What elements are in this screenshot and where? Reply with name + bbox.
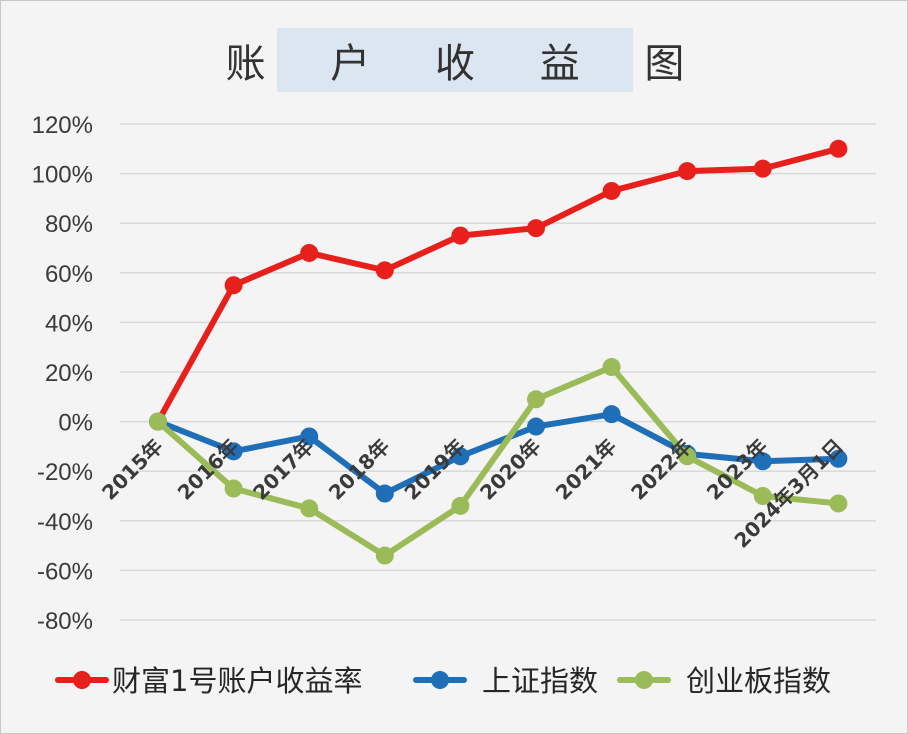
chart-title: 账 户 收 益 图 bbox=[225, 41, 711, 87]
series-3-point bbox=[149, 412, 167, 431]
series-1-point bbox=[375, 261, 394, 280]
legend-label: 财富1号账户收益率 bbox=[112, 664, 362, 698]
series-3-point bbox=[451, 496, 470, 515]
legend: 财富1号账户收益率 上证指数 创业板指数 bbox=[55, 664, 831, 698]
legend-swatch-marker bbox=[635, 671, 653, 689]
series-2-point bbox=[375, 484, 394, 503]
legend-swatch-marker bbox=[73, 671, 91, 689]
chart-title-box: 账 户 收 益 图 bbox=[226, 28, 684, 92]
series-2-point bbox=[451, 447, 470, 466]
y-axis-ticks: 120% 100% 80% 60% 40% 20% 0% -20% -40% -60% -80% bbox=[32, 112, 93, 635]
legend-label: 创业板指数 bbox=[686, 664, 831, 698]
series-line-1 bbox=[155, 145, 842, 425]
series-3-point bbox=[602, 358, 621, 377]
legend-label: 上证指数 bbox=[482, 664, 598, 698]
y-tick-label: 20% bbox=[45, 360, 93, 387]
y-tick-label: 60% bbox=[45, 261, 93, 288]
x-tick-label: 2022年 bbox=[626, 434, 696, 504]
series-2-point bbox=[300, 427, 319, 446]
y-tick-label: -80% bbox=[37, 608, 93, 635]
series-2-point bbox=[829, 449, 848, 468]
y-tick-label: 120% bbox=[32, 112, 93, 139]
series-2-point bbox=[602, 405, 621, 424]
y-tick-label: -20% bbox=[37, 459, 93, 486]
legend-swatch-marker bbox=[431, 671, 449, 689]
gridlines bbox=[120, 123, 876, 621]
x-tick-label: 2019年 bbox=[399, 434, 469, 504]
series-1-point bbox=[527, 219, 545, 238]
x-tick-label: 2015年 bbox=[97, 434, 167, 504]
y-tick-label: 80% bbox=[45, 211, 93, 238]
y-tick-label: 100% bbox=[32, 162, 93, 189]
series-2-point bbox=[224, 442, 243, 461]
series-3-point bbox=[375, 546, 394, 565]
x-tick-label: 2021年 bbox=[551, 434, 621, 504]
series-1-point bbox=[602, 181, 621, 200]
series-1-point bbox=[451, 226, 470, 245]
series-2-point bbox=[527, 417, 545, 436]
series-1-point bbox=[753, 159, 772, 178]
series-1-point bbox=[300, 243, 319, 262]
series-2-point bbox=[753, 452, 772, 471]
series-line-2 bbox=[155, 411, 842, 497]
series-1-point bbox=[224, 276, 243, 295]
series-3-point bbox=[300, 499, 319, 518]
y-tick-label: 0% bbox=[58, 410, 93, 437]
series-3-point bbox=[224, 479, 243, 498]
series-3-point bbox=[829, 494, 848, 513]
series-1-point bbox=[678, 162, 697, 181]
series-1-point bbox=[829, 139, 848, 158]
y-tick-label: -60% bbox=[37, 558, 93, 585]
y-tick-label: -40% bbox=[37, 509, 93, 536]
series-3-point bbox=[753, 487, 772, 505]
series-3-point bbox=[527, 390, 545, 409]
series-lines bbox=[149, 139, 848, 565]
series-line-3 bbox=[155, 364, 842, 559]
series-3-point bbox=[678, 447, 697, 466]
y-tick-label: 40% bbox=[45, 310, 93, 337]
